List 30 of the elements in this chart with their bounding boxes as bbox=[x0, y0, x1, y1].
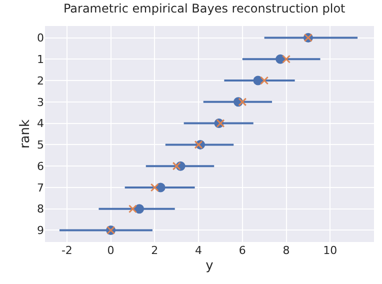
point bbox=[282, 54, 291, 64]
x-tick-label: 0 bbox=[107, 244, 114, 257]
y-tick-label: 0 bbox=[37, 32, 44, 45]
point bbox=[194, 140, 203, 149]
y-tick-label: 2 bbox=[37, 74, 44, 88]
y-tick-label: 7 bbox=[37, 181, 44, 194]
point bbox=[172, 162, 181, 170]
point bbox=[276, 54, 286, 64]
y-axis-title: rank bbox=[18, 118, 33, 149]
x-axis-title: y bbox=[206, 258, 214, 274]
point bbox=[260, 76, 269, 85]
x-tick-label: 8 bbox=[282, 244, 290, 257]
y-tick-label: 1 bbox=[37, 53, 44, 66]
y-tick-label: 9 bbox=[37, 224, 44, 238]
x-tick-label: 2 bbox=[151, 244, 158, 257]
point bbox=[253, 76, 263, 86]
point bbox=[128, 204, 137, 214]
point bbox=[134, 204, 144, 214]
y-tick-label: 6 bbox=[37, 160, 44, 173]
point bbox=[150, 183, 159, 192]
x-tick-label: -2 bbox=[61, 244, 72, 257]
y-tick-label: 8 bbox=[37, 202, 44, 216]
y-tick-label: 3 bbox=[37, 96, 44, 109]
x-tick-label: 10 bbox=[323, 244, 338, 257]
x-tick-label: 4 bbox=[195, 244, 202, 257]
chart-title: Parametric empirical Bayes reconstruction plot bbox=[63, 2, 346, 16]
y-tick-label: 5 bbox=[37, 138, 44, 152]
point bbox=[238, 98, 247, 106]
x-tick-label: 6 bbox=[238, 244, 246, 257]
y-tick-label: 4 bbox=[37, 117, 44, 130]
